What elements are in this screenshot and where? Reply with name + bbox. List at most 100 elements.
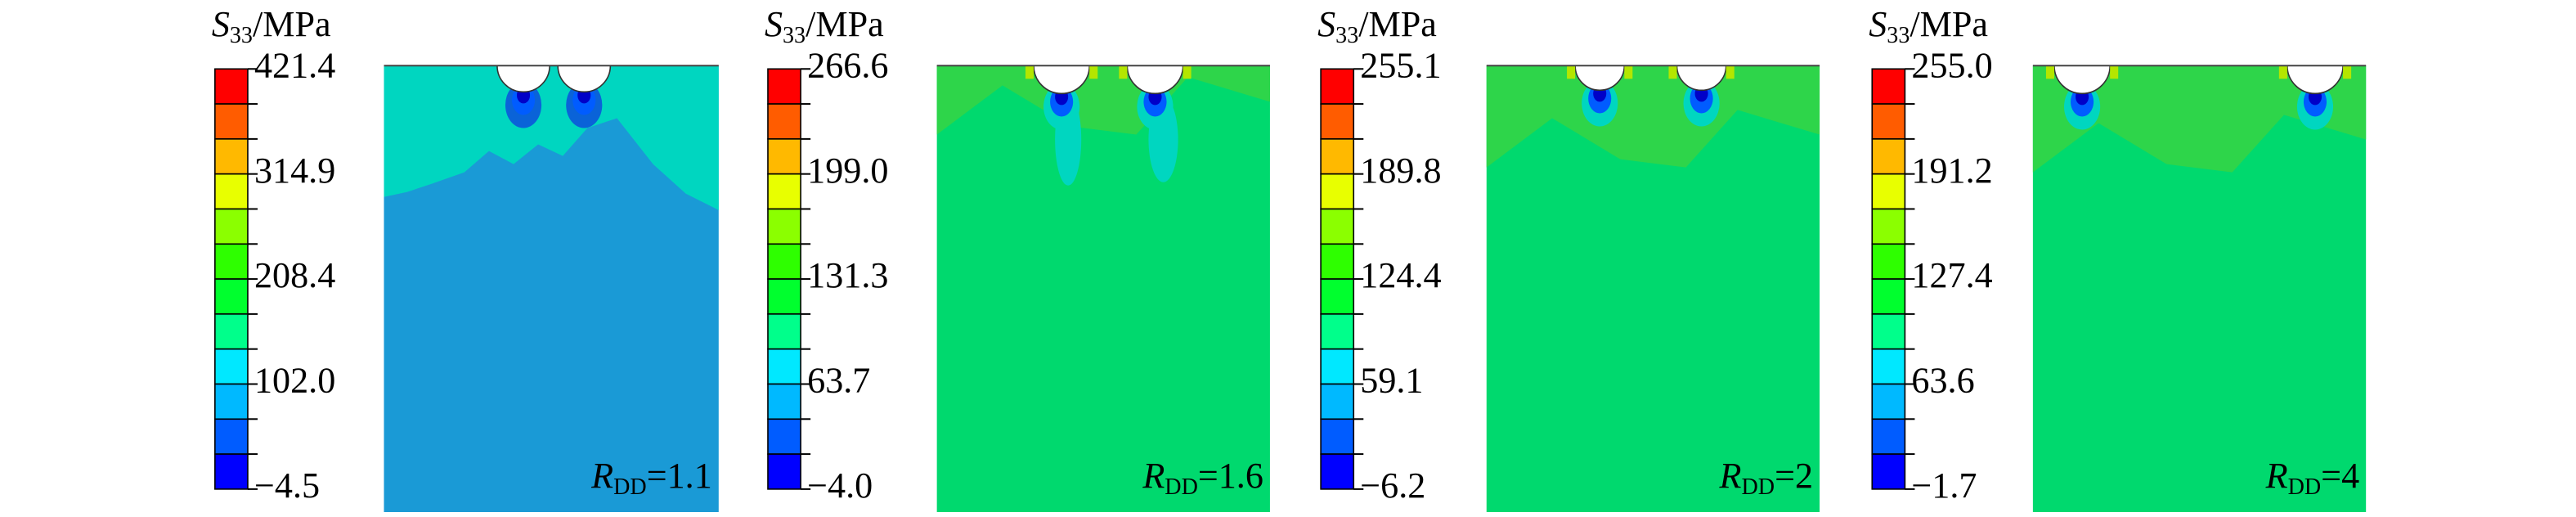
- unit: /MPa: [1910, 4, 1988, 44]
- symbol: R: [1142, 456, 1165, 496]
- notch: [496, 65, 550, 93]
- colorbar-tick-label: −6.2: [1360, 465, 1425, 506]
- colorbar-band: [1320, 418, 1355, 455]
- colorbar-tick-label: 63.6: [1911, 361, 1974, 401]
- colorbar-band: [767, 173, 801, 210]
- colorbar-tick-label: 127.4: [1911, 255, 1992, 295]
- colorbar-tick-label: 314.9: [254, 151, 335, 191]
- colorbar-band: [1320, 278, 1355, 315]
- contour-region: [2032, 65, 2367, 173]
- colorbar-band: [1871, 383, 1906, 420]
- symbol: R: [2265, 456, 2288, 496]
- unit: /MPa: [253, 4, 331, 44]
- contour-region: [1486, 65, 1820, 168]
- subscript: 33: [230, 24, 253, 49]
- value: =1.6: [1198, 456, 1263, 496]
- colorbar-title: S33/MPa: [1869, 4, 1988, 48]
- colorbar-band: [767, 103, 801, 140]
- colorbar-band: [1320, 243, 1355, 280]
- symbol: S: [1869, 4, 1887, 44]
- colorbar-title: S33/MPa: [765, 4, 884, 48]
- colorbar-band: [214, 348, 249, 385]
- colorbar-tick-label: 191.2: [1911, 151, 1992, 191]
- notch: [1033, 65, 1091, 95]
- edge-hotspot: [1025, 65, 1034, 79]
- case-label: RDD=1.1: [590, 456, 712, 500]
- colorbar-band: [1320, 173, 1355, 210]
- colorbar-band: [1320, 103, 1355, 140]
- edge-hotspot: [1624, 65, 1633, 79]
- edge-hotspot: [2045, 65, 2054, 79]
- colorbar-band: [767, 208, 801, 245]
- value: =1.1: [647, 456, 712, 496]
- notch: [557, 65, 612, 93]
- edge-hotspot: [1119, 65, 1128, 79]
- colorbar-tick-label: 189.8: [1360, 151, 1441, 191]
- colorbar-band: [767, 68, 801, 105]
- colorbar-band: [1320, 208, 1355, 245]
- subscript: 33: [1335, 24, 1358, 49]
- colorbar-band: [1871, 68, 1906, 105]
- colorbar-band: [214, 383, 249, 420]
- subscript: 33: [783, 24, 806, 49]
- notch: [2053, 65, 2111, 95]
- symbol: R: [1719, 456, 1742, 496]
- unit: /MPa: [1358, 4, 1437, 44]
- edge-hotspot: [2278, 65, 2287, 79]
- colorbar-band: [1320, 138, 1355, 175]
- colorbar-tick-label: −1.7: [1911, 465, 1977, 506]
- colorbar-band: [767, 243, 801, 280]
- colorbar-band: [1320, 383, 1355, 420]
- notch: [2287, 65, 2344, 95]
- contour-region: [384, 65, 719, 210]
- edge-hotspot: [2110, 65, 2119, 79]
- colorbar-tick-label: −4.5: [254, 465, 320, 506]
- colorbar-tick-label: 102.0: [254, 361, 335, 401]
- plot-background: [936, 65, 1270, 512]
- colorbar-band: [1871, 243, 1906, 280]
- notch: [1676, 65, 1727, 92]
- colorbar-band: [1871, 453, 1906, 490]
- colorbar-band: [1871, 173, 1906, 210]
- edge-hotspot: [1726, 65, 1735, 79]
- edge-hotspot: [2343, 65, 2352, 79]
- colorbar-band: [767, 138, 801, 175]
- colorbar-band: [214, 418, 249, 455]
- edge-hotspot: [1668, 65, 1677, 79]
- edge-hotspot: [1183, 65, 1192, 79]
- edge-hotspot: [1567, 65, 1576, 79]
- colorbar-band: [1320, 313, 1355, 350]
- colorbar-band: [214, 313, 249, 350]
- colorbar-band: [1871, 348, 1906, 385]
- colorbar-band: [1871, 103, 1906, 140]
- colorbar-band: [214, 243, 249, 280]
- colorbar-band: [1871, 313, 1906, 350]
- colorbar-band: [767, 383, 801, 420]
- colorbar-tick-label: 255.0: [1911, 45, 1992, 85]
- value: =4: [2321, 456, 2359, 496]
- subscript: 33: [1887, 24, 1910, 49]
- subscript: DD: [1742, 474, 1775, 500]
- case-label: RDD=1.6: [1142, 456, 1263, 500]
- colorbar-tick-label: 255.1: [1360, 45, 1441, 85]
- colorbar-tick-label: 208.4: [254, 255, 335, 295]
- colorbar-band: [767, 348, 801, 385]
- unit: /MPa: [806, 4, 884, 44]
- colorbar-band: [1320, 348, 1355, 385]
- colorbar-band: [767, 453, 801, 490]
- colorbar-tick-label: 124.4: [1360, 255, 1441, 295]
- symbol: R: [590, 456, 613, 496]
- colorbar-band: [767, 278, 801, 315]
- colorbar-title: S33/MPa: [212, 4, 331, 48]
- subscript: DD: [1165, 474, 1198, 500]
- colorbar-band: [214, 208, 249, 245]
- colorbar-band: [1871, 138, 1906, 175]
- colorbar-band: [1320, 453, 1355, 490]
- symbol: S: [1317, 4, 1335, 44]
- symbol: S: [212, 4, 230, 44]
